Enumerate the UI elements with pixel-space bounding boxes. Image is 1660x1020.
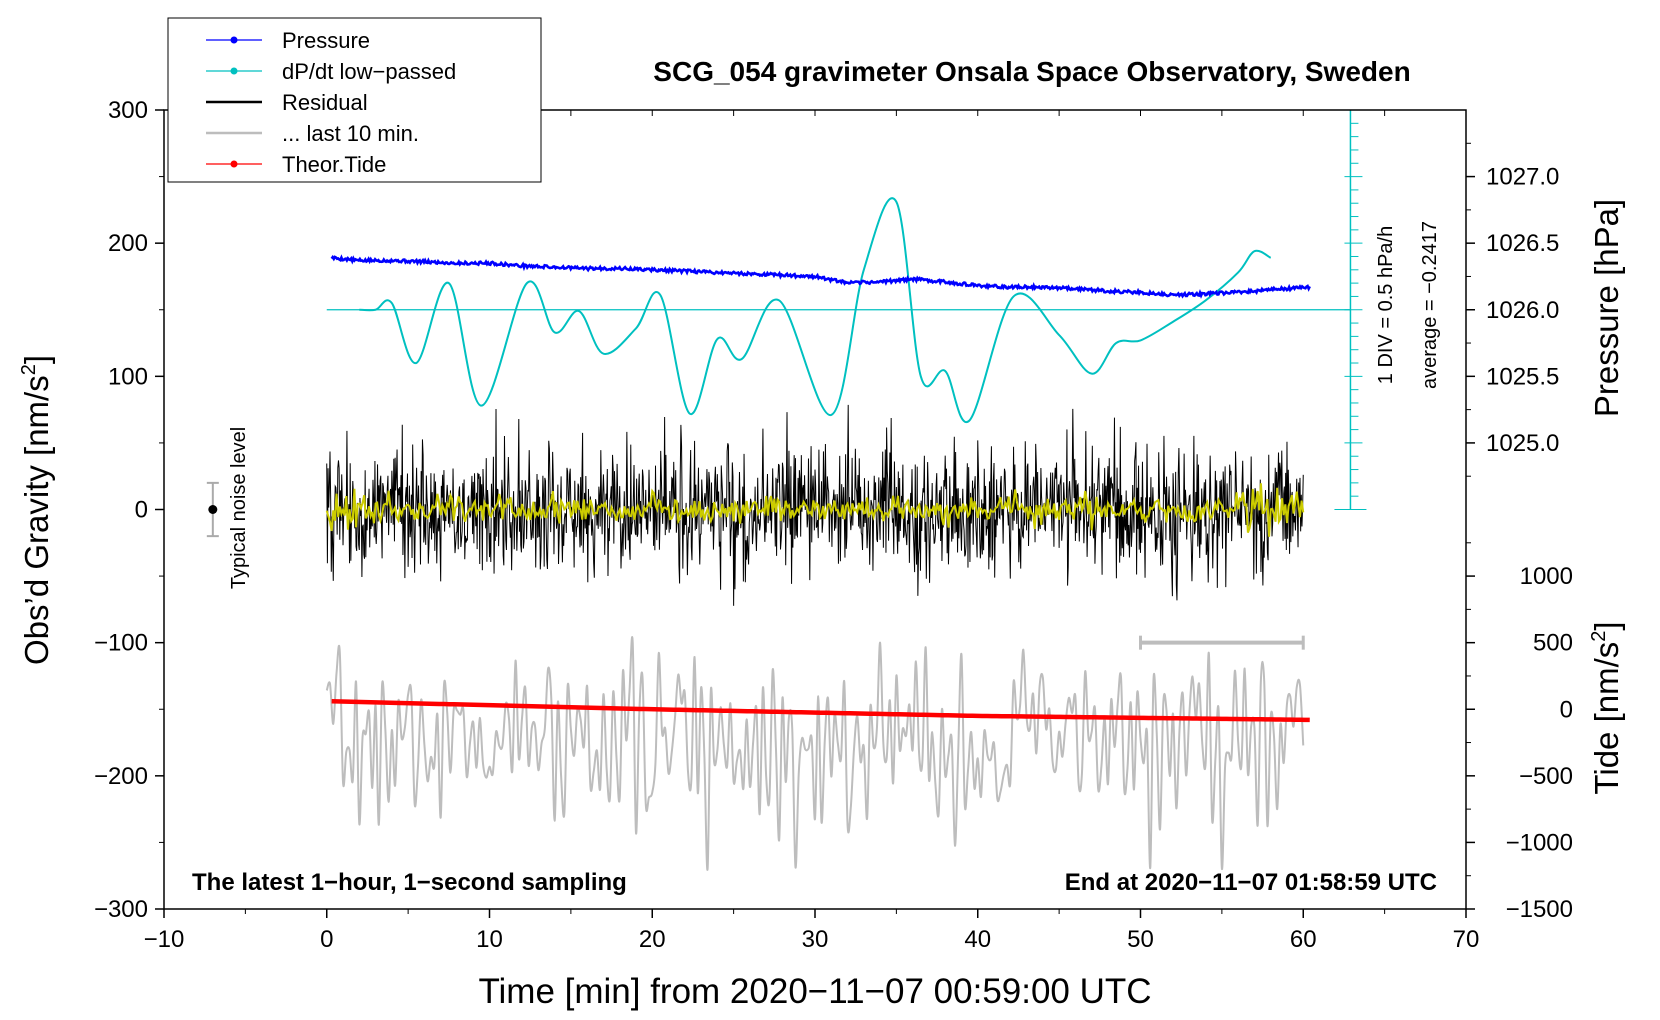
series-residual <box>326 404 1304 606</box>
legend-label: Residual <box>282 90 368 115</box>
y-tick-label-pressure: 1026.5 <box>1486 230 1559 257</box>
chart-title: SCG_054 gravimeter Onsala Space Observat… <box>653 56 1410 87</box>
series-layer <box>206 109 1367 871</box>
y-tick-label-tide: 0 <box>1560 696 1573 723</box>
y-axis-label-tide-main: Tide [nm/s <box>1588 642 1625 795</box>
y-tick-label-gravity: −300 <box>94 896 148 923</box>
series-theor-tide <box>331 699 1310 723</box>
y-tick-label-pressure: 1025.5 <box>1486 363 1559 390</box>
dpdt-scale-label: 1 DIV = 0.5 hPa/h <box>1375 226 1397 384</box>
y-tick-label-gravity: 0 <box>135 497 148 524</box>
series-pressure <box>330 254 1311 299</box>
legend-label: dP/dt low−passed <box>282 59 456 84</box>
y-tick-label-tide: 1000 <box>1520 563 1573 590</box>
dpdt-average-label: average = −0.2417 <box>1419 221 1441 389</box>
legend-marker <box>230 160 238 168</box>
y-tick-label-tide: −1500 <box>1506 896 1573 923</box>
legend: Pressure dP/dt low−passed Residual ... last… <box>167 17 542 183</box>
x-tick-label: 70 <box>1453 926 1480 953</box>
noise-bar-dot <box>208 505 218 514</box>
legend-label: Theor.Tide <box>282 152 386 177</box>
y-tick-label-gravity: 200 <box>108 230 148 257</box>
axes-layer: −10 0 10 20 30 40 50 60 703002001000−100−200−300… <box>94 97 1573 953</box>
y-tick-label-tide: 500 <box>1533 630 1573 657</box>
x-axis-label: Time [min] from 2020−11−07 00:59:00 UTC <box>478 972 1151 1011</box>
y-tick-label-gravity: 100 <box>108 363 148 390</box>
y-axis-label-gravity: Obs’d Gravity [nm/s2] <box>18 355 55 665</box>
y-axis-label-gravity-main: Obs’d Gravity [nm/s <box>18 375 55 665</box>
legend-marker <box>230 67 238 75</box>
y-tick-label-pressure: 1027.0 <box>1486 164 1559 191</box>
y-tick-label-gravity: −100 <box>94 630 148 657</box>
x-tick-label: 0 <box>320 926 333 953</box>
x-tick-label: 10 <box>476 926 503 953</box>
y-tick-label-pressure: 1026.0 <box>1486 297 1559 324</box>
y-tick-label-gravity: −200 <box>94 763 148 790</box>
y-axis-label-gravity-sup: 2 <box>18 364 40 375</box>
y-axis-label-pressure: Pressure [hPa] <box>1588 199 1625 417</box>
series-residual-smoothed <box>325 483 1305 537</box>
x-tick-label: 20 <box>639 926 666 953</box>
legend-label: ... last 10 min. <box>282 121 419 146</box>
y-axis-label-tide-end: ] <box>1588 621 1625 630</box>
y-tick-label-tide: −500 <box>1519 763 1573 790</box>
x-tick-label: 40 <box>964 926 991 953</box>
series-last-10-min <box>325 636 1305 871</box>
annotation-right: End at 2020−11−07 01:58:59 UTC <box>1065 869 1437 896</box>
y-axis-label-tide-sup: 2 <box>1588 631 1610 642</box>
y-tick-label-tide: −1000 <box>1506 829 1573 856</box>
noise-level-label: Typical noise level <box>228 427 250 589</box>
series-dpdt <box>359 197 1272 424</box>
x-tick-label: 60 <box>1290 926 1317 953</box>
y-tick-label-pressure: 1025.0 <box>1486 430 1559 457</box>
y-axis-label-gravity-end: ] <box>18 355 55 364</box>
legend-box <box>167 17 542 183</box>
x-tick-label: −10 <box>144 926 185 953</box>
y-axis-label-tide: Tide [nm/s2] <box>1588 621 1625 794</box>
x-tick-label: 30 <box>802 926 829 953</box>
x-tick-label: 50 <box>1127 926 1154 953</box>
legend-marker <box>230 36 238 44</box>
y-tick-label-gravity: 300 <box>108 97 148 124</box>
legend-label: Pressure <box>282 28 370 53</box>
annotation-left: The latest 1−hour, 1−second sampling <box>192 869 627 896</box>
